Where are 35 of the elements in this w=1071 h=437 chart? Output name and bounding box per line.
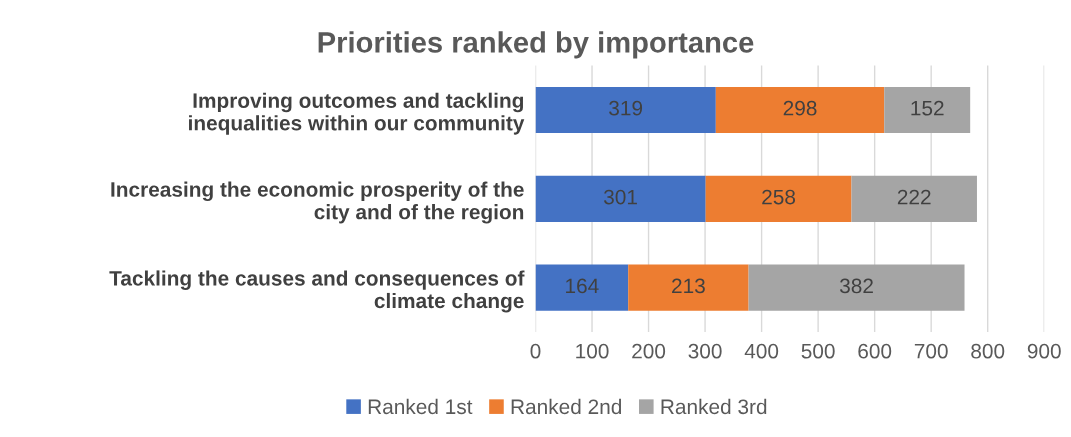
bar (628, 264, 749, 311)
y-tick-label: Increasing the economic prosperity of the city and of the region (111, 181, 524, 224)
data-label: 301 (603, 189, 637, 205)
x-tick-label: 600 (858, 343, 892, 359)
bar (748, 264, 965, 311)
data-label: 298 (783, 100, 817, 116)
bar (884, 86, 971, 134)
legend-label: Ranked 2nd (511, 398, 622, 415)
legend-label: Ranked 3rd (661, 398, 767, 415)
x-tick-label: 900 (1027, 343, 1061, 359)
x-tick-label: 700 (914, 343, 948, 359)
legend-label: Ranked 1st (368, 398, 473, 415)
bar (535, 264, 629, 311)
data-label: 164 (566, 278, 599, 294)
bar (715, 86, 885, 134)
bar (705, 175, 852, 222)
x-tick-label: 300 (688, 343, 722, 359)
data-label: 382 (839, 278, 873, 294)
data-label: 152 (911, 100, 944, 116)
x-tick-label: 100 (576, 343, 609, 359)
y-tick-label: Tackling the causes and consequences of climate change (109, 270, 525, 313)
y-tick-label: Improving outcomes and tackling inequalities within our community (189, 92, 525, 135)
x-tick-label: 500 (801, 343, 835, 359)
x-tick-label: 200 (632, 343, 666, 359)
bar (535, 175, 706, 222)
data-label: 319 (609, 100, 643, 116)
x-tick-label: 800 (971, 343, 1005, 359)
chart-title: Priorities ranked by importance (318, 31, 754, 59)
bar (535, 86, 716, 134)
data-label: 213 (672, 278, 705, 294)
x-tick-label: 0 (530, 343, 541, 359)
data-label: 222 (897, 189, 931, 205)
x-tick-label: 400 (744, 343, 779, 359)
data-label: 258 (762, 189, 796, 205)
bar (851, 175, 977, 222)
